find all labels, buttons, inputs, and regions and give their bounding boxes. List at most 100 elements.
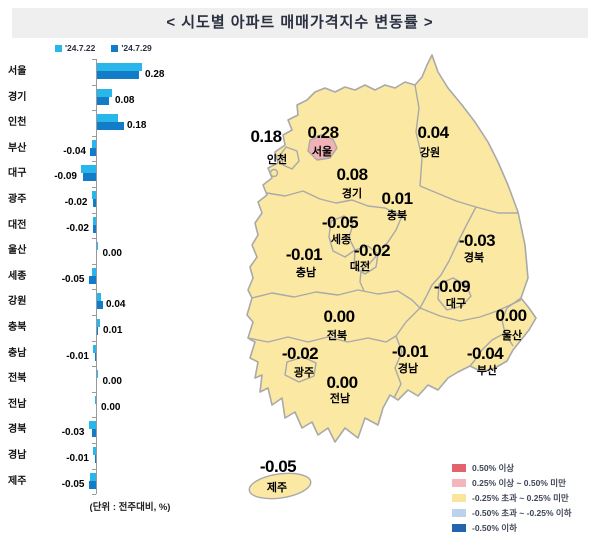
- bar-value-label: -0.03: [61, 427, 85, 439]
- axis-tick: [92, 468, 96, 470]
- legend-item-series-2: '24.7.29: [111, 43, 152, 53]
- bar-value-label: -0.02: [66, 222, 89, 234]
- map-value-label: -0.05: [321, 213, 359, 232]
- map-region-name: 인천: [266, 154, 288, 166]
- map-legend-label: 0.50% 이상: [472, 463, 515, 473]
- bar-region-label: 강원: [8, 296, 27, 308]
- bar-chart: 서울 0.28 경기 0.08 인천 0.18 부산 -0.04 대구 -0.09 광주 -0.02 대…: [8, 59, 238, 496]
- map-region-name: 경남: [397, 363, 419, 375]
- map-legend-swatch: [452, 494, 466, 502]
- bar-24-7-22: [96, 319, 100, 327]
- axis-tick: [92, 59, 96, 60]
- axis-tick: [92, 187, 96, 188]
- axis-tick: [92, 340, 96, 342]
- map-value-label: -0.02: [353, 241, 391, 260]
- bar-24-7-22: [96, 114, 118, 123]
- map-region-name: 제주: [266, 482, 288, 494]
- bar-24-7-22: [93, 344, 96, 353]
- map-value-label: 0.00: [495, 306, 527, 325]
- legend-item-series-1: '24.7.22: [55, 43, 95, 53]
- map-legend-swatch: [452, 524, 466, 532]
- bar-value-label: 0.04: [106, 299, 126, 311]
- jeju-island-shape: [248, 472, 312, 500]
- map-region-name: 전북: [326, 330, 348, 342]
- axis-tick: [92, 443, 96, 444]
- legend-label: '24.7.22: [65, 43, 96, 53]
- axis-tick: [92, 212, 96, 214]
- map-value-label: 0.00: [326, 373, 358, 392]
- map-region-name: 경북: [463, 252, 485, 264]
- bar-24-7-29: [90, 147, 96, 156]
- map-value-label: -0.02: [281, 344, 319, 363]
- map-region-name: 충북: [386, 210, 408, 222]
- bar-value-label: -0.09: [54, 171, 77, 183]
- bar-value-label: 0.00: [102, 376, 122, 388]
- map-region-name: 부산: [476, 365, 498, 377]
- map-legend-row: -0.25% 초과 ~ 0.25% 미만: [452, 492, 572, 504]
- map-value-label: -0.03: [458, 231, 496, 250]
- axis-tick: [92, 417, 96, 419]
- map-value-label: -0.01: [285, 245, 323, 264]
- map-value-label: 0.04: [417, 123, 449, 142]
- axis-tick: [92, 289, 96, 291]
- province-borders: [247, 84, 522, 399]
- bar-region-label: 경기: [8, 91, 27, 103]
- map-legend-label: -0.25% 초과 ~ 0.25% 미만: [472, 493, 569, 503]
- bar-24-7-29: [93, 199, 96, 207]
- bar-region-label: 제주: [8, 475, 27, 487]
- bar-region-label: 전북: [8, 373, 27, 385]
- map-legend-row: -0.50% 이하: [452, 522, 572, 534]
- axis-tick: [92, 84, 96, 86]
- bar-region-label: 광주: [8, 194, 27, 205]
- bar-region-label: 대구: [8, 168, 27, 180]
- bar-24-7-29: [96, 327, 98, 335]
- bar-value-label: -0.01: [66, 453, 89, 464]
- bar-24-7-29: [96, 122, 124, 131]
- map-legend-row: 0.25% 이상 ~ 0.50% 미만: [452, 477, 572, 489]
- map-region-name: 대전: [349, 261, 371, 273]
- bar-24-7-22: [91, 139, 96, 148]
- legend-swatch: [55, 44, 62, 52]
- map-legend-swatch: [452, 509, 466, 517]
- map-region-name: 대구: [445, 298, 467, 310]
- map-region-name: 경기: [341, 188, 363, 200]
- map-value-label: 0.18: [250, 127, 282, 146]
- bar-value-label: 0.00: [101, 401, 121, 413]
- bar-value-label: -0.02: [64, 197, 88, 208]
- bar-value-label: -0.05: [61, 478, 85, 490]
- axis-tick: [92, 135, 96, 137]
- bar-24-7-29: [88, 480, 96, 489]
- bar-24-7-22: [88, 421, 96, 430]
- bar-region-label: 경남: [8, 450, 27, 461]
- page-title: < 시도별 아파트 매매가격지수 변동률 >: [12, 8, 588, 38]
- bar-value-label: 0.00: [102, 248, 122, 260]
- bar-region-label: 인천: [8, 117, 27, 129]
- map-region-name: 강원: [419, 147, 441, 159]
- bar-24-7-22: [96, 63, 142, 71]
- bar-24-7-22: [90, 472, 96, 481]
- bar-24-7-22: [96, 370, 98, 379]
- axis-tick: [92, 391, 96, 393]
- bar-24-7-22: [94, 395, 96, 404]
- map-value-label: 0.01: [381, 189, 413, 208]
- bar-region-label: 충북: [8, 322, 27, 333]
- bar-chart-axis: [96, 59, 97, 495]
- bar-24-7-29: [96, 71, 139, 79]
- bar-region-label: 울산: [8, 245, 27, 257]
- bar-region-label: 전남: [8, 398, 27, 410]
- bar-24-7-29: [96, 301, 103, 310]
- bar-region-label: 부산: [8, 142, 27, 154]
- bar-24-7-29: [82, 173, 96, 182]
- bar-24-7-29: [91, 429, 96, 438]
- axis-tick: [92, 110, 96, 112]
- bar-chart-legend: '24.7.22 '24.7.29: [55, 43, 152, 53]
- bar-24-7-22: [81, 165, 96, 174]
- axis-tick: [92, 263, 96, 265]
- legend-swatch: [111, 44, 119, 52]
- bar-24-7-22: [96, 293, 101, 302]
- bar-24-7-22: [91, 191, 96, 199]
- bar-value-label: -0.04: [63, 145, 86, 157]
- map-value-label: -0.09: [433, 277, 471, 296]
- map-legend-row: -0.50% 초과 ~ -0.25% 이하: [452, 507, 572, 519]
